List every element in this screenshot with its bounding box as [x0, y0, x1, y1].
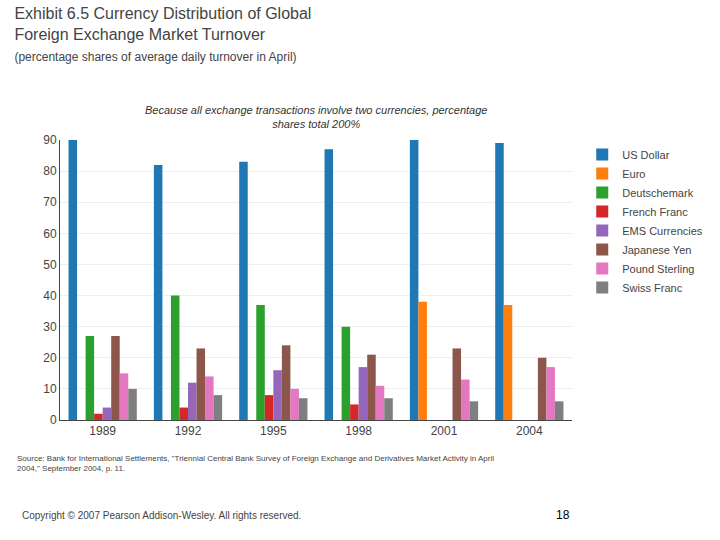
svg-text:Pound Sterling: Pound Sterling [622, 263, 694, 275]
svg-text:2001: 2001 [431, 424, 458, 438]
svg-text:Because all exchange transacti: Because all exchange transactions involv… [145, 104, 487, 130]
svg-text:Exhibit 6.5 Currency Distribut: Exhibit 6.5 Currency Distribution of Glo… [14, 5, 311, 64]
svg-text:Source: Bank for International: Source: Bank for International Settlemen… [17, 454, 494, 473]
svg-text:90: 90 [43, 133, 57, 147]
svg-text:40: 40 [43, 289, 57, 303]
svg-text:EMS Currencies: EMS Currencies [622, 225, 703, 237]
svg-text:1995: 1995 [260, 424, 287, 438]
svg-text:1989: 1989 [89, 424, 116, 438]
svg-text:1992: 1992 [175, 424, 202, 438]
svg-text:1998: 1998 [345, 424, 372, 438]
svg-text:Swiss Franc: Swiss Franc [622, 282, 682, 294]
svg-text:20: 20 [43, 351, 57, 365]
svg-text:Copyright © 2007 Pearson Addis: Copyright © 2007 Pearson Addison-Wesley.… [22, 510, 301, 521]
svg-text:French Franc: French Franc [622, 206, 688, 218]
svg-text:60: 60 [43, 227, 57, 241]
svg-text:Euro: Euro [622, 168, 645, 180]
svg-text:Deutschemark: Deutschemark [622, 187, 693, 199]
svg-text:10: 10 [43, 382, 57, 396]
svg-text:80: 80 [43, 164, 57, 178]
svg-text:30: 30 [43, 320, 57, 334]
svg-text:0: 0 [50, 413, 57, 427]
svg-text:50: 50 [43, 258, 57, 272]
svg-text:US Dollar: US Dollar [622, 149, 669, 161]
svg-text:18: 18 [556, 508, 570, 522]
svg-text:2004: 2004 [516, 424, 543, 438]
svg-text:Japanese Yen: Japanese Yen [622, 244, 691, 256]
svg-text:70: 70 [43, 195, 57, 209]
